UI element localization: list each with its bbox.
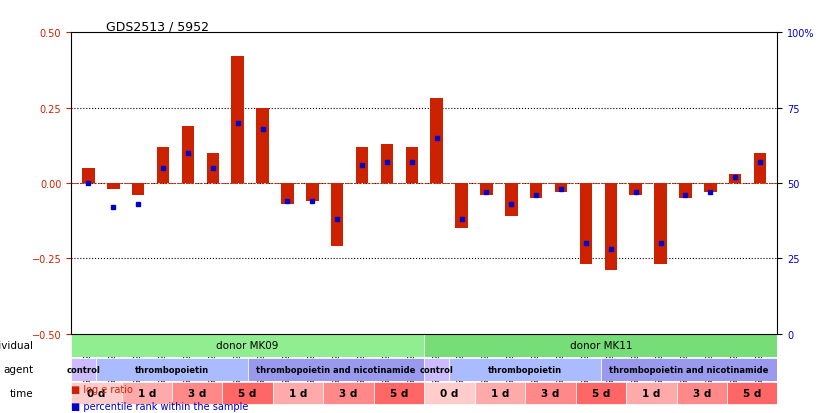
Text: individual: individual (0, 341, 33, 351)
FancyBboxPatch shape (172, 382, 222, 404)
Bar (257, 108, 269, 183)
Text: 1 d: 1 d (491, 388, 509, 398)
FancyBboxPatch shape (450, 358, 601, 381)
FancyBboxPatch shape (273, 382, 324, 404)
Text: thrombopoietin and nicotinamide: thrombopoietin and nicotinamide (257, 365, 415, 374)
Text: donor MK11: donor MK11 (569, 341, 632, 351)
Bar (157, 147, 170, 183)
FancyBboxPatch shape (727, 382, 777, 404)
FancyBboxPatch shape (71, 358, 96, 381)
Bar (380, 144, 393, 183)
Bar (655, 183, 667, 265)
FancyBboxPatch shape (601, 358, 777, 381)
Text: 1 d: 1 d (289, 388, 308, 398)
Text: ■ log e ratio: ■ log e ratio (71, 385, 133, 394)
Text: 1 d: 1 d (642, 388, 660, 398)
Text: GDS2513 / 5952: GDS2513 / 5952 (106, 20, 209, 33)
Text: control: control (67, 365, 100, 374)
FancyBboxPatch shape (576, 382, 626, 404)
Text: 5 d: 5 d (390, 388, 408, 398)
Text: 3 d: 3 d (692, 388, 711, 398)
FancyBboxPatch shape (121, 382, 172, 404)
Text: 5 d: 5 d (238, 388, 257, 398)
FancyBboxPatch shape (425, 334, 777, 357)
FancyBboxPatch shape (626, 382, 676, 404)
Bar (754, 153, 767, 183)
Text: ■ percentile rank within the sample: ■ percentile rank within the sample (71, 401, 248, 411)
FancyBboxPatch shape (222, 382, 273, 404)
Bar (132, 183, 145, 195)
Bar (281, 183, 293, 204)
Text: 0 d: 0 d (87, 388, 105, 398)
Bar (530, 183, 543, 199)
Bar (431, 99, 443, 183)
Bar (82, 169, 94, 183)
Bar (181, 126, 194, 183)
Bar (405, 147, 418, 183)
Text: 3 d: 3 d (339, 388, 358, 398)
FancyBboxPatch shape (96, 358, 247, 381)
Bar (206, 153, 219, 183)
Bar (505, 183, 517, 216)
Bar (604, 183, 617, 271)
Bar (729, 174, 742, 183)
Text: time: time (9, 388, 33, 398)
Text: 3 d: 3 d (541, 388, 559, 398)
Bar (704, 183, 716, 192)
Bar (480, 183, 492, 195)
Text: 5 d: 5 d (743, 388, 762, 398)
Bar (555, 183, 568, 192)
Bar (107, 183, 120, 190)
FancyBboxPatch shape (425, 358, 450, 381)
FancyBboxPatch shape (676, 382, 727, 404)
Text: donor MK09: donor MK09 (217, 341, 279, 351)
Bar (306, 183, 319, 202)
FancyBboxPatch shape (71, 334, 425, 357)
Bar (331, 183, 344, 247)
FancyBboxPatch shape (71, 382, 121, 404)
FancyBboxPatch shape (247, 358, 425, 381)
Text: thrombopoietin: thrombopoietin (135, 365, 209, 374)
Text: control: control (420, 365, 454, 374)
Bar (579, 183, 592, 265)
Text: 5 d: 5 d (592, 388, 610, 398)
FancyBboxPatch shape (525, 382, 576, 404)
FancyBboxPatch shape (324, 382, 374, 404)
Text: 3 d: 3 d (188, 388, 206, 398)
Text: thrombopoietin and nicotinamide: thrombopoietin and nicotinamide (609, 365, 769, 374)
Bar (232, 57, 244, 183)
Text: thrombopoietin: thrombopoietin (488, 365, 563, 374)
Bar (630, 183, 642, 195)
Bar (456, 183, 468, 228)
Text: 0 d: 0 d (441, 388, 459, 398)
Text: 1 d: 1 d (138, 388, 156, 398)
Text: agent: agent (3, 364, 33, 374)
FancyBboxPatch shape (475, 382, 525, 404)
Bar (356, 147, 369, 183)
Bar (679, 183, 691, 199)
FancyBboxPatch shape (374, 382, 425, 404)
FancyBboxPatch shape (425, 382, 475, 404)
